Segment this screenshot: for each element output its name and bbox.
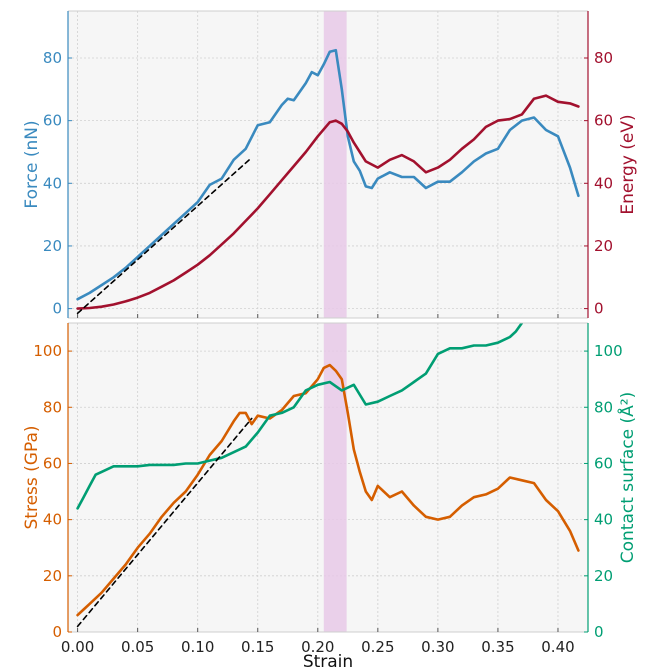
x-tick-label: 0.10 [181,638,214,656]
right-y-tick-label: 40 [594,511,613,529]
series-line-2 [76,323,524,510]
right-y-tick-label: 60 [594,112,613,130]
right-y-tick-label: 80 [594,49,613,67]
right-y-tick-label: 40 [594,174,613,192]
series-group [76,323,580,628]
left-y-tick-label: 80 [43,398,62,416]
chart-panel-2: 0.00 0.05 0.10 0.15 0.20 0.25 0.30 0.35 0.40 0 20 4… [22,322,638,670]
right-y-tick-label: 80 [594,398,613,416]
right-axis-label: Energy (eV) [618,114,638,214]
left-y-tick-label: 80 [43,49,62,67]
left-y-tick-label: 20 [43,567,62,585]
series-line-1 [76,48,580,301]
right-axis-label: Contact surface (Å²) [616,392,638,564]
x-tick-label: 0.30 [421,638,454,656]
x-tick-label: 0.25 [361,638,394,656]
right-y-tick-label: 0 [594,623,604,641]
left-axis-label: Stress (GPa) [22,426,42,530]
right-y-tick-label: 60 [594,454,613,472]
x-tick-label: 0.20 [301,638,334,656]
right-y-tick-label: 0 [594,300,604,318]
series-group [76,48,580,315]
left-axis-label: Force (nN) [22,120,42,208]
x-tick-label: 0.40 [541,638,574,656]
x-tick-label: 0.35 [481,638,514,656]
series-line-1 [76,363,580,617]
left-y-tick-label: 20 [43,237,62,255]
right-y-tick-label: 100 [594,342,623,360]
left-y-tick-label: 0 [52,300,62,318]
left-y-tick-label: 40 [43,174,62,192]
left-y-tick-label: 60 [43,112,62,130]
linear-fit-dashed-line [76,417,253,628]
linear-fit-dashed-line [76,159,251,315]
x-axis-label: Strain [303,652,353,670]
right-y-tick-label: 20 [594,567,613,585]
series-line-2 [76,94,580,310]
highlight-band [323,323,347,632]
x-tick-label: 0.05 [121,638,154,656]
right-y-tick-label: 20 [594,237,613,255]
left-y-tick-label: 60 [43,454,62,472]
x-tick-label: 0.15 [241,638,274,656]
chart-panel-1: 0 20 40 60 80 0 20 40 60 80 Force (nN) Energy (eV) [22,10,638,319]
x-tick-label: 0.00 [61,638,94,656]
left-y-tick-label: 40 [43,511,62,529]
left-y-tick-label: 100 [33,342,62,360]
left-y-tick-label: 0 [52,623,62,641]
